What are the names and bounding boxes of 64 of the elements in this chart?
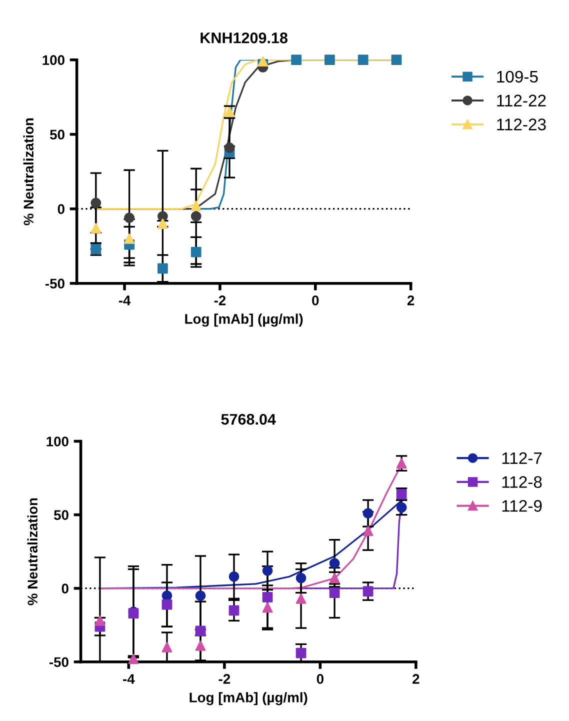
point (124, 212, 134, 223)
x-tick-label: -4 (123, 674, 135, 684)
y-tick-label: -50 (45, 278, 64, 289)
point (362, 508, 374, 519)
point (296, 593, 306, 604)
x-tick-label: 2 (412, 674, 420, 684)
point (362, 586, 374, 596)
point (190, 246, 202, 258)
y-tick-label: 50 (50, 130, 64, 140)
legend-label: 112-9 (502, 500, 542, 512)
point (228, 571, 240, 582)
y-tick-label: 100 (46, 436, 68, 446)
point (362, 526, 374, 536)
point (158, 211, 168, 222)
y-tick-label: 0 (62, 584, 68, 594)
x-tick-label: 2 (407, 296, 414, 306)
legend-label: 112-7 (502, 452, 542, 464)
point (262, 592, 273, 602)
point (258, 56, 268, 67)
legend-label: 109-5 (497, 70, 538, 83)
point (324, 54, 335, 66)
chart-title: KNH1209.18 (200, 32, 288, 44)
y-tick-label: 50 (54, 510, 68, 520)
point (90, 198, 102, 208)
point (190, 200, 202, 212)
point (162, 599, 172, 610)
point (396, 458, 407, 469)
legend-label: 112-22 (497, 94, 546, 106)
point (162, 642, 172, 652)
chart-title: 5768.04 (221, 414, 276, 425)
point (358, 54, 368, 66)
point (329, 558, 340, 569)
x-tick-label: -2 (214, 296, 226, 306)
point (190, 211, 202, 222)
x-tick-label: -4 (118, 296, 131, 306)
point (90, 223, 102, 234)
point (195, 590, 206, 601)
x-tick-label: -2 (218, 674, 230, 684)
legend-label: 112-8 (502, 476, 542, 488)
point (124, 233, 134, 244)
x-tick-label: 0 (312, 296, 319, 306)
y-tick-label: -50 (49, 657, 68, 668)
point (291, 54, 302, 66)
x-tick-label: 0 (316, 674, 324, 684)
point (228, 605, 240, 616)
y-tick-label: 0 (58, 204, 64, 214)
x-axis-title: Log [mAb] (µg/ml) (190, 692, 308, 706)
point (296, 572, 306, 584)
point (195, 640, 206, 651)
point (158, 263, 168, 274)
x-axis-title: Log [mAb] (µg/ml) (185, 314, 303, 327)
point (224, 142, 235, 153)
y-axis-title: % Neutralization (27, 498, 38, 606)
point (162, 590, 172, 601)
point (195, 626, 206, 636)
point (296, 648, 306, 658)
y-tick-label: 100 (42, 55, 64, 66)
point (262, 565, 273, 576)
point (128, 654, 139, 664)
point (262, 602, 273, 613)
point (391, 54, 402, 66)
y-axis-title: % Neutralization (23, 118, 34, 226)
legend-label: 112-23 (497, 118, 546, 130)
point (94, 616, 106, 626)
